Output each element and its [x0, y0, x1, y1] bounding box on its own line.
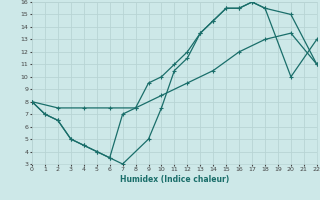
X-axis label: Humidex (Indice chaleur): Humidex (Indice chaleur) [120, 175, 229, 184]
